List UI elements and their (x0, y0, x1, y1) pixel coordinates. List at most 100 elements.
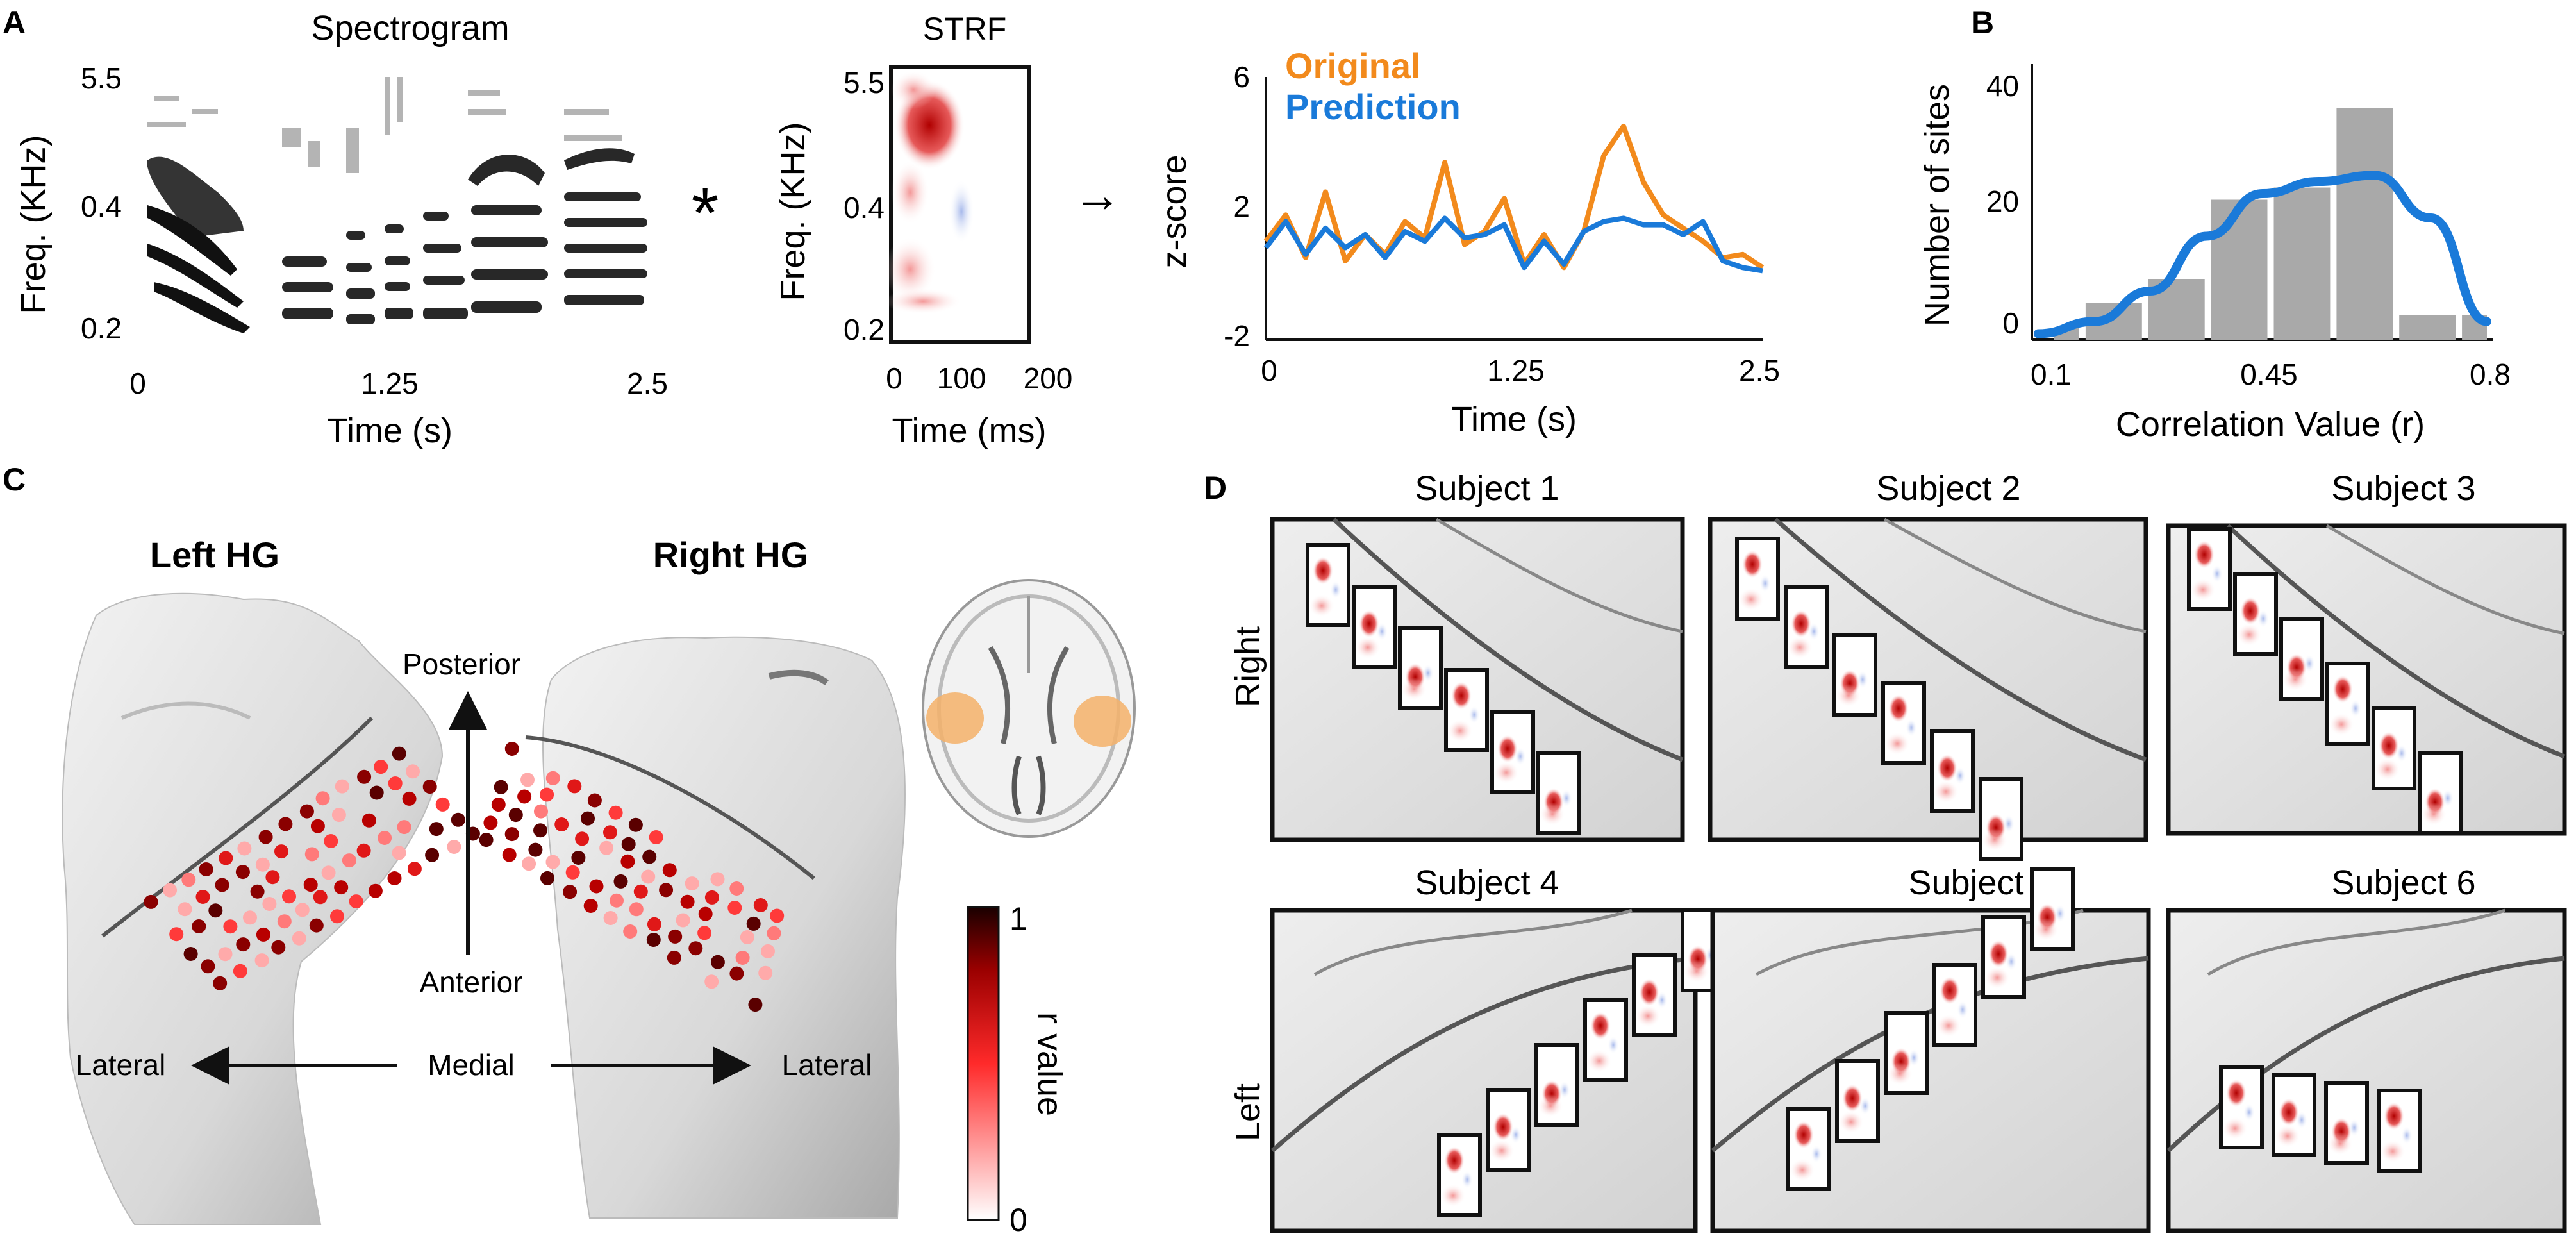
lateral-right-label: Lateral (782, 1048, 872, 1082)
right-electrode (727, 901, 742, 915)
right-electrode (629, 902, 644, 917)
right-electrode (534, 804, 548, 819)
left-electrode (342, 853, 356, 868)
left-electrode (422, 780, 437, 794)
mini-strf (1437, 1133, 1482, 1217)
right-hg-surface (542, 636, 906, 1219)
left-electrode (388, 776, 403, 790)
left-electrode (310, 819, 325, 833)
left-electrode (163, 883, 178, 898)
legend-prediction: Prediction (1285, 87, 1461, 127)
subject-5-tile (1710, 867, 2151, 1233)
timeseries-lines (1263, 123, 1765, 274)
colorbar-min: 0 (1010, 1202, 1027, 1236)
timeseries: z-score 6 2 -2 0 1.25 2.5 Time (s) Origi… (1155, 46, 1780, 438)
strf-ytick-bottom: 0.2 (843, 313, 885, 346)
mini-strf (2377, 1089, 2422, 1173)
histogram-ytick-0: 40 (1986, 69, 2019, 103)
mini-strf (1979, 777, 2023, 861)
right-hg-electrodes (479, 742, 785, 1012)
right-electrode (642, 849, 657, 864)
row-label-left: Left (1229, 1083, 1267, 1141)
mini-strf (1932, 963, 1977, 1047)
left-electrode (334, 880, 349, 895)
spectrogram-xtick-0: 0 (129, 367, 146, 400)
right-electrode (646, 933, 661, 947)
panel-c: C Left HG Right HG Posterior Anterior La… (3, 462, 1136, 1236)
right-electrode (761, 944, 775, 958)
left-electrode (237, 841, 252, 856)
right-electrode (589, 879, 604, 894)
spectrogram-xlabel: Time (s) (327, 412, 453, 450)
right-electrode (680, 894, 695, 909)
subject-5-title: Subject 5 (1908, 864, 2052, 902)
left-electrode (144, 894, 158, 909)
spectrogram-ytick-top: 5.5 (81, 62, 122, 95)
mini-strf (1981, 915, 2026, 999)
mini-strf (2219, 1065, 2264, 1149)
left-electrode (324, 834, 338, 848)
timeseries-ytick-1: 2 (1233, 190, 1250, 223)
legend-original: Original (1285, 46, 1421, 86)
left-electrode (387, 871, 402, 885)
right-electrode (735, 951, 750, 965)
right-electrode (662, 863, 677, 878)
left-electrode (369, 785, 384, 800)
right-electrode (704, 974, 719, 989)
r-value-colorbar (967, 906, 1000, 1221)
panel-letter-b: B (1971, 4, 1994, 40)
spectrogram: Spectrogram (14, 9, 668, 450)
left-electrode (315, 791, 330, 806)
timeseries-ytick-0: 6 (1233, 60, 1250, 94)
right-electrode (545, 855, 560, 869)
left-electrode (181, 873, 196, 887)
mini-strf (1398, 626, 1443, 710)
strf: STRF Freq. (KHz) 5.5 0.4 0.2 0 100 200 T… (774, 11, 1072, 450)
lateral-left-label: Lateral (76, 1048, 166, 1082)
timeseries-xtick-1: 1.25 (1487, 354, 1545, 387)
timeseries-ylabel: z-score (1155, 154, 1193, 268)
left-electrode (250, 884, 265, 899)
right-electrode (633, 884, 648, 899)
right-electrode (753, 898, 768, 912)
mini-strf (1306, 543, 1350, 627)
left-electrode (223, 919, 238, 934)
panel-letter-c: C (3, 462, 26, 497)
left-electrode (199, 862, 213, 876)
spectrogram-ytick-bottom: 0.2 (81, 312, 122, 345)
right-electrode (647, 917, 661, 931)
right-electrode (628, 817, 643, 832)
histogram-xtick-0: 0.1 (2031, 358, 2072, 391)
left-electrode (256, 927, 270, 942)
left-electrode (192, 919, 206, 933)
histogram-ytick-2: 0 (2002, 306, 2019, 340)
right-electrode (740, 930, 754, 944)
right-electrode (504, 827, 519, 842)
strf-ylabel: Freq. (KHz) (774, 122, 812, 301)
histogram-bar (2273, 187, 2331, 340)
left-electrode (313, 890, 328, 905)
left-electrode (219, 851, 233, 865)
right-electrode (567, 779, 582, 794)
left-electrode (397, 820, 411, 835)
series-line-prediction (1263, 215, 1763, 274)
right-electrode (554, 817, 569, 831)
right-electrode (581, 811, 595, 826)
medial-label: Medial (428, 1048, 515, 1082)
right-electrode (479, 833, 494, 848)
subject-3-title: Subject 3 (2331, 469, 2475, 508)
mini-strf (2418, 751, 2463, 835)
left-electrode (425, 848, 440, 862)
subject-1-title: Subject 1 (1415, 469, 1559, 508)
right-electrode (668, 929, 683, 944)
axial-brain-inset (922, 579, 1136, 838)
left-electrode (282, 889, 296, 904)
left-electrode (356, 843, 371, 858)
left-electrode (392, 746, 406, 761)
left-electrode (429, 822, 444, 837)
left-hg-label: Left HG (150, 535, 279, 575)
subject-1-tile (1270, 517, 1685, 842)
spectrogram-image (147, 77, 647, 333)
left-electrode (378, 831, 392, 845)
left-electrode (265, 870, 280, 885)
